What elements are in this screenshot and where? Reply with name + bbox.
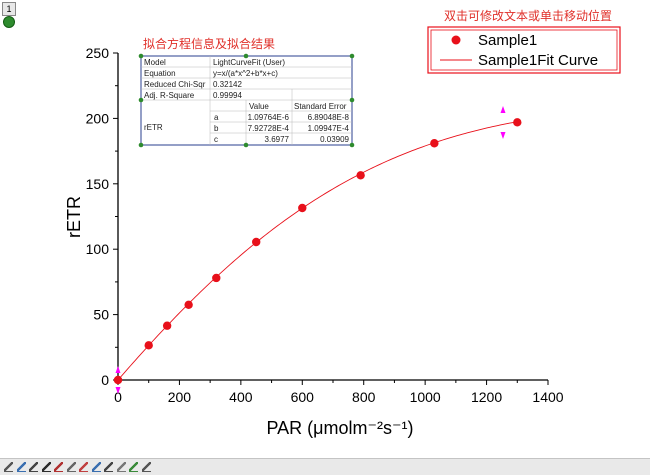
y-tick-label: 0	[101, 372, 109, 388]
hint-annotation[interactable]: 双击可修改文本或单击移动位置	[444, 8, 612, 23]
table-cell: LightCurveFit (User)	[213, 58, 285, 67]
template-icon[interactable]	[141, 462, 151, 472]
legend-label-sample1: Sample1	[478, 32, 537, 49]
table-cell: 6.89048E-8	[308, 113, 350, 122]
data-point[interactable]	[298, 203, 307, 213]
x-axis-title[interactable]: PAR (μmolm⁻²s⁻¹)	[266, 418, 413, 438]
data-point[interactable]	[212, 273, 221, 283]
table-cell: Model	[144, 58, 166, 67]
table-cell: 3.6977	[265, 135, 290, 144]
selection-handle-end[interactable]	[500, 106, 506, 139]
contour-icon[interactable]	[129, 462, 138, 472]
table-cell: 1.09764E-6	[248, 113, 290, 122]
table-cell: Reduced Chi-Sqr	[144, 80, 206, 89]
x-tick-label: 1200	[471, 389, 502, 405]
legend-symbol-sample1	[451, 35, 461, 45]
area-icon[interactable]	[91, 462, 101, 472]
y-tick-label: 100	[86, 241, 110, 257]
x-tick-label: 600	[291, 389, 315, 405]
x-tick-label: 1400	[532, 389, 563, 405]
data-point[interactable]	[430, 139, 439, 148]
table-param-name: b	[214, 124, 219, 133]
table-header-cell: Standard Error	[294, 102, 347, 111]
dot-icon[interactable]	[41, 462, 51, 472]
table-selection-handles[interactable]	[138, 53, 355, 148]
table-cell: 0.03909	[320, 135, 349, 144]
data-point[interactable]	[162, 321, 172, 330]
table-header-cell: Value	[249, 102, 269, 111]
x-tick-label: 0	[114, 389, 122, 405]
fit-results-table[interactable]: Model LightCurveFit (User) Equation y=x/…	[138, 53, 355, 148]
layer-lock-icon[interactable]	[3, 16, 15, 28]
data-point[interactable]	[252, 237, 261, 247]
table-cell: 0.99994	[213, 91, 242, 100]
tick-labels: 0 200 400 600 800 1000 1200 1400 0 50 100 150 200 250	[86, 45, 564, 405]
stock-icon[interactable]	[104, 462, 113, 472]
graph-toolbar	[0, 458, 650, 475]
line-symbol-icon[interactable]	[29, 462, 38, 472]
table-cell: 0.32142	[213, 80, 242, 89]
data-point[interactable]	[513, 118, 522, 127]
legend-label-fit: Sample1Fit Curve	[478, 52, 598, 69]
x-tick-label: 800	[352, 389, 376, 405]
x-tick-label: 400	[229, 389, 253, 405]
table-cell: 1.09947E-4	[308, 124, 350, 133]
bar-icon[interactable]	[54, 462, 63, 472]
y-tick-label: 150	[86, 176, 110, 192]
data-point[interactable]	[184, 300, 193, 309]
data-point[interactable]	[113, 375, 123, 385]
layer-tab[interactable]: 1	[2, 2, 16, 16]
table-cell: y=x/(a*x^2+b*x+c)	[213, 69, 278, 78]
table-icon[interactable]	[66, 462, 76, 472]
fit-info-annotation[interactable]: 拟合方程信息及拟合结果	[143, 36, 275, 51]
table-group-label: rETR	[144, 123, 163, 132]
table-cell: 7.92728E-4	[248, 124, 290, 133]
axis-ticks	[113, 52, 549, 385]
scatter-icon[interactable]	[16, 462, 26, 472]
y-axis-title[interactable]: rETR	[64, 196, 84, 238]
y-tick-label: 200	[86, 110, 110, 126]
table-cell: Adj. R-Square	[144, 91, 195, 100]
table-param-name: c	[214, 135, 218, 144]
fit-curve-line[interactable]	[117, 121, 518, 381]
table-cell: Equation	[144, 69, 176, 78]
line-icon[interactable]	[4, 462, 13, 472]
scatter-points	[113, 118, 522, 385]
selection-handle-start[interactable]	[115, 366, 121, 394]
data-point[interactable]	[356, 171, 365, 180]
legend[interactable]: Sample1 Sample1Fit Curve	[427, 26, 621, 74]
table-param-name: a	[214, 113, 219, 122]
pie-icon[interactable]	[79, 462, 88, 472]
y-tick-label: 50	[93, 307, 109, 323]
x-tick-label: 200	[168, 389, 192, 405]
x-tick-label: 1000	[410, 389, 441, 405]
y-tick-label: 250	[86, 45, 110, 61]
box-icon[interactable]	[116, 462, 126, 472]
data-point[interactable]	[144, 341, 153, 350]
